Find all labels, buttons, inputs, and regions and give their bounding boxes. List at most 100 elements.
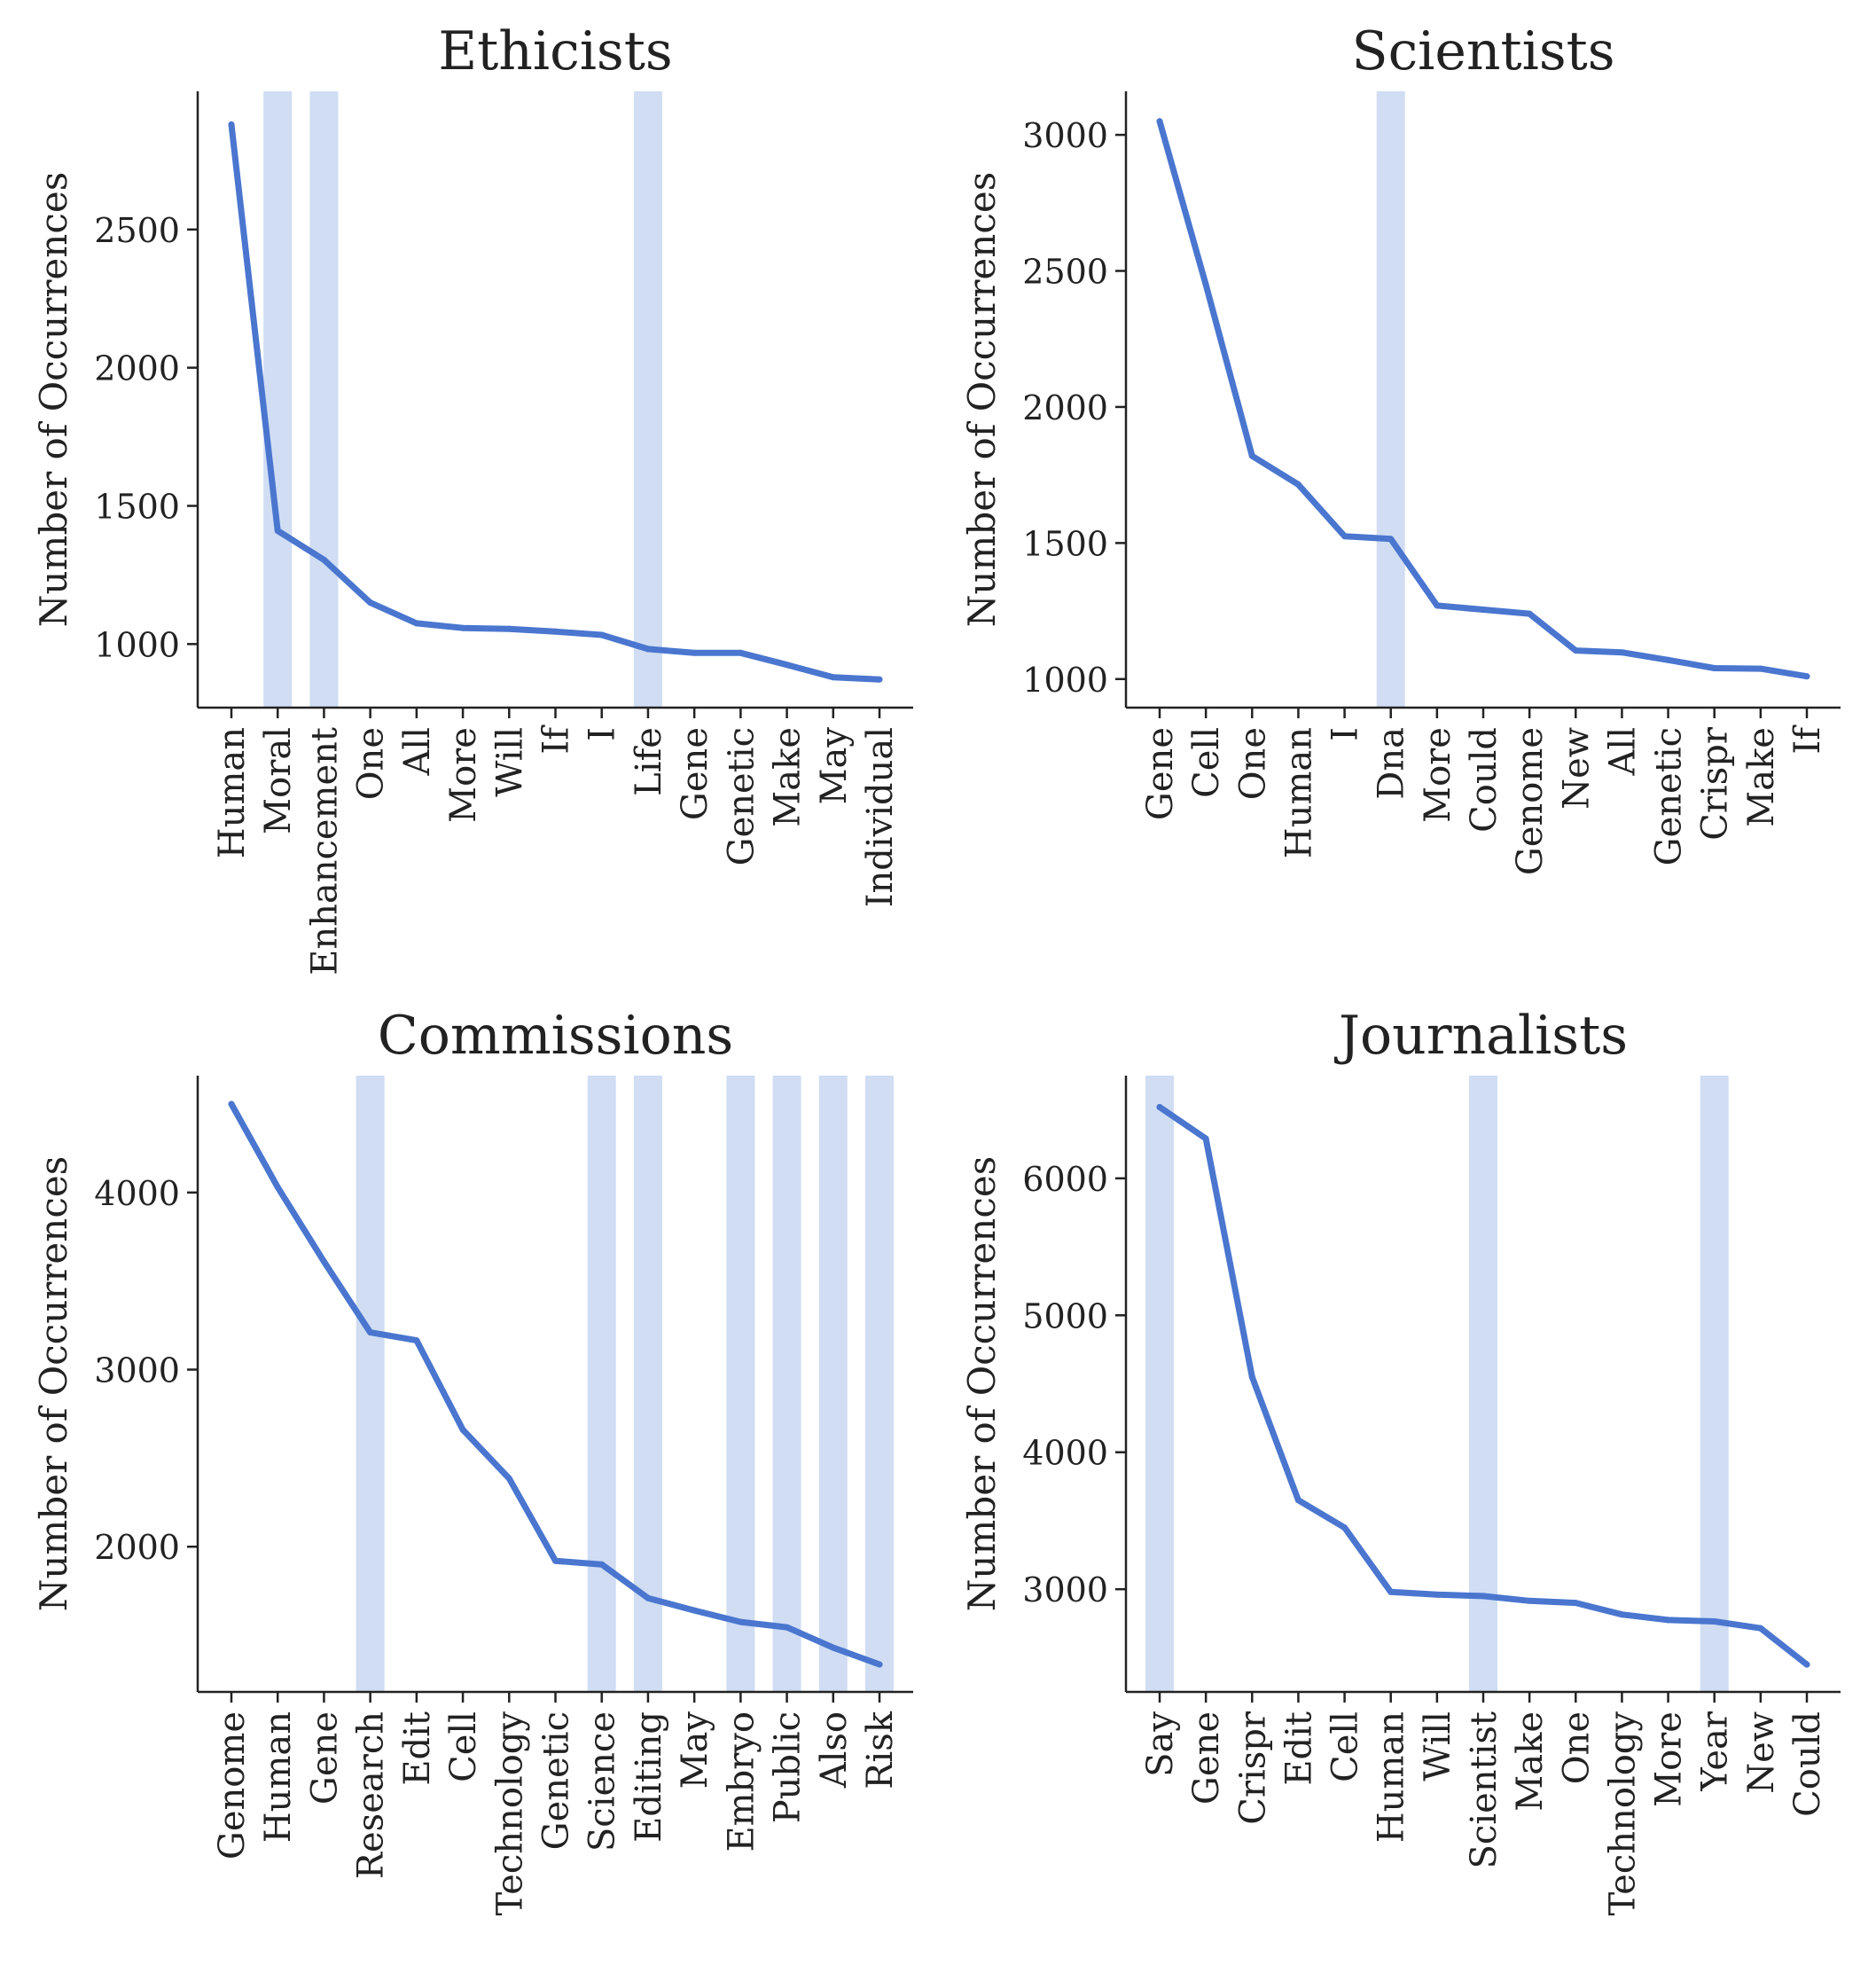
x-tick-label-gene: Gene [675, 727, 715, 820]
data-point-may [691, 1607, 698, 1614]
x-tick-label-human: Human [1372, 1711, 1412, 1843]
series-line [1156, 118, 1810, 680]
data-point-i [598, 631, 606, 638]
chart-title: Commissions [378, 1005, 733, 1067]
x-tick-label-research: Research [351, 1711, 392, 1879]
x-tick-label-human: Human [212, 727, 253, 858]
x-tick-label-life: Life [629, 727, 669, 796]
x-tick-label-gene: Gene [1186, 1711, 1227, 1805]
y-axis-label: Number of Occurrences [32, 172, 75, 628]
x-tick-label-more: More [1418, 727, 1458, 823]
data-point-gene [1156, 118, 1163, 125]
y-tick-label: 1500 [1022, 524, 1108, 563]
x-tick-label-all: All [397, 727, 438, 776]
highlight-band-dna [1376, 91, 1405, 708]
x-tick-label-dna: Dna [1372, 727, 1412, 800]
data-point-public [784, 1624, 791, 1631]
y-tick-label: 3000 [94, 1351, 180, 1390]
chart-ethicists: 1000 1500 2000 2500 Human Moral Enhancement One… [32, 20, 913, 975]
data-point-also [830, 1644, 837, 1651]
data-point-individual [876, 676, 883, 683]
y-tick-label: 2500 [1022, 253, 1108, 292]
x-tick-label-if: If [536, 724, 577, 755]
y-axis-label: Number of Occurrences [960, 172, 1004, 628]
data-point-genetic [552, 1557, 559, 1564]
x-tick-label-public: Public [768, 1711, 809, 1823]
data-point-life [645, 646, 652, 653]
x-tick-label-more: More [1649, 1711, 1690, 1807]
x-tick-label-i: I [1325, 727, 1366, 741]
x-tick-label-crispr: Crispr [1695, 726, 1736, 841]
x-tick-label-new: New [1741, 1711, 1782, 1794]
data-point-make [784, 662, 791, 669]
y-tick-label: 4000 [1022, 1434, 1108, 1473]
data-point-will [505, 625, 512, 632]
y-tick-label: 5000 [1022, 1296, 1108, 1335]
x-tick-label-risk: Risk [860, 1711, 901, 1789]
y-tick-label: 2500 [94, 211, 180, 250]
chart-journalists: 3000 4000 5000 6000 Say Gene Crispr Edit Cell Hum… [960, 1005, 1841, 1915]
data-point-cell [459, 1426, 466, 1433]
x-tick-label-year: Year [1695, 1711, 1736, 1791]
data-point-human [274, 1184, 281, 1191]
x-tick-label-human: Human [1278, 727, 1319, 858]
x-tick-label-may: May [675, 1711, 715, 1789]
y-tick-label: 6000 [1022, 1160, 1108, 1199]
highlight-band-scientist [1469, 1076, 1497, 1692]
data-point-one [1248, 452, 1255, 459]
data-point-all [413, 620, 420, 627]
x-tick-label-could: Could [1464, 727, 1505, 833]
x-tick-label-genetic: Genetic [1649, 727, 1690, 865]
x-tick-label-make: Make [1741, 727, 1782, 827]
highlight-band-moral [263, 91, 293, 708]
data-point-new [1757, 1625, 1764, 1632]
data-point-may [830, 674, 837, 681]
data-point-genetic [737, 649, 744, 656]
data-point-gene [691, 649, 698, 656]
data-point-enhancement [320, 556, 327, 563]
data-point-human [1387, 1588, 1395, 1595]
y-tick-label: 1500 [94, 487, 180, 526]
x-tick-label-cell: Cell [1186, 727, 1227, 798]
x-tick-label-make: Make [768, 727, 809, 827]
data-point-genome [1526, 610, 1533, 617]
data-point-make [1526, 1597, 1533, 1604]
data-point-more [1434, 602, 1441, 609]
data-point-could [1480, 607, 1487, 614]
x-tick-label-gene: Gene [1140, 727, 1181, 820]
data-point-edit [1294, 1497, 1301, 1504]
chart-title: Journalists [1333, 1005, 1628, 1067]
x-tick-label-technology: Technology [489, 1711, 530, 1916]
data-point-crispr [1711, 665, 1718, 672]
x-tick-label-say: Say [1140, 1711, 1181, 1777]
highlight-band-embryo [726, 1076, 755, 1692]
data-point-say [1156, 1104, 1163, 1111]
x-tick-label-embryo: Embryo [721, 1711, 762, 1852]
chart-title: Ethicists [438, 20, 672, 82]
x-tick-label-human: Human [258, 1711, 299, 1843]
x-tick-label-genetic: Genetic [721, 727, 762, 865]
highlight-band-science [587, 1076, 616, 1692]
data-point-risk [876, 1661, 883, 1668]
data-point-more [459, 624, 466, 631]
data-point-human [228, 121, 235, 128]
x-tick-label-genome: Genome [212, 1711, 253, 1860]
x-tick-label-genetic: Genetic [536, 1711, 577, 1850]
data-point-human [1294, 481, 1301, 488]
x-tick-label-may: May [814, 727, 855, 805]
data-point-science [598, 1561, 606, 1568]
x-tick-label-could: Could [1787, 1711, 1828, 1817]
y-tick-label: 3000 [1022, 1570, 1108, 1609]
x-tick-label-all: All [1602, 727, 1643, 776]
y-tick-label: 3000 [1022, 116, 1108, 155]
x-tick-label-technology: Technology [1602, 1711, 1643, 1916]
x-tick-label-will: Will [1418, 1711, 1458, 1781]
x-tick-label-make: Make [1510, 1711, 1551, 1812]
y-tick-label: 1000 [1022, 661, 1108, 700]
data-point-embryo [737, 1618, 744, 1625]
data-point-genetic [1665, 656, 1672, 663]
data-point-cell [1202, 281, 1209, 288]
highlight-band-say [1145, 1076, 1174, 1692]
highlight-band-year [1700, 1076, 1729, 1692]
